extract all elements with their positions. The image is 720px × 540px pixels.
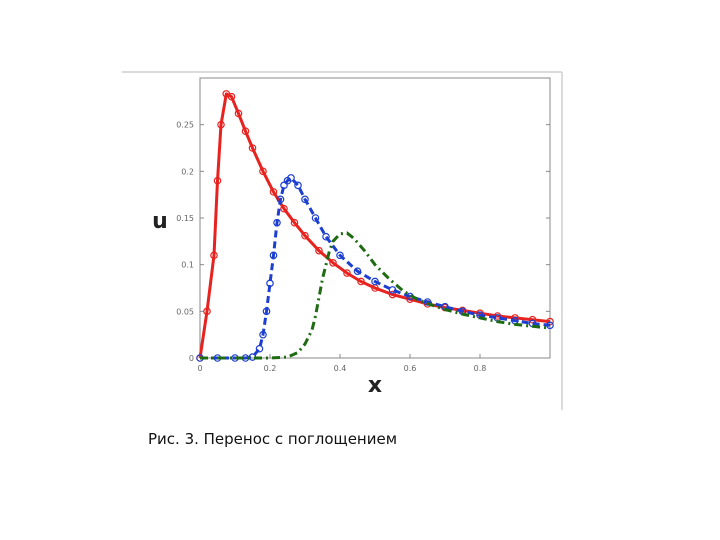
series-1-point (241, 127, 250, 136)
y-tick-label: 0.25 (176, 121, 194, 130)
y-axis-label: u (152, 209, 168, 234)
series-1-point (301, 231, 309, 240)
series-1-point (388, 290, 397, 299)
series-2-point (287, 174, 295, 182)
series-2-line (200, 176, 551, 360)
x-tick-label: 0.8 (474, 364, 487, 373)
axis-ticks: 0 0.2 0.4 0.6 0.8 0 0.05 0.1 0.15 0.2 0.25 (176, 121, 550, 373)
series-1-line (198, 92, 551, 359)
series-2-point (423, 298, 432, 306)
series-1-point (210, 251, 218, 260)
series-2-point (311, 214, 320, 222)
y-tick-label: 0.2 (181, 167, 194, 176)
series-1-point (315, 246, 323, 255)
series-1-point (280, 204, 288, 213)
series-1-point (528, 315, 537, 324)
series-1-point (203, 307, 211, 316)
series-2-point (336, 251, 344, 260)
x-tick-label: 0.4 (334, 364, 347, 373)
series-1-point (213, 176, 222, 185)
x-tick-label: 0 (197, 364, 202, 373)
series-2-point (276, 195, 285, 204)
y-tick-label: 0.15 (176, 214, 194, 223)
y-tick-label: 0.1 (181, 261, 194, 270)
series-1-point (227, 92, 236, 101)
series-1-point (217, 120, 225, 129)
series-1-point (329, 258, 337, 267)
x-tick-label: 0.6 (404, 364, 417, 373)
series-2-point (266, 279, 274, 288)
figure-caption: Рис. 3. Перенос с поглощением (148, 430, 398, 448)
series-2-point (262, 307, 271, 316)
series-1-point (357, 277, 365, 286)
series-2-point (259, 330, 267, 339)
series-1-point (290, 218, 299, 227)
series-2-point (322, 232, 330, 241)
y-tick-label: 0 (189, 354, 194, 363)
series-1-point (259, 167, 267, 176)
series-3-line (200, 231, 551, 360)
series-2-point (294, 181, 302, 190)
series-2-point (269, 251, 278, 260)
series-1-point (248, 144, 257, 152)
series-2-point (301, 195, 309, 204)
series-1-point (234, 109, 243, 118)
series-1-point (269, 188, 278, 196)
figure-frame (122, 71, 563, 410)
series-2-point (546, 321, 554, 330)
series-1-point (343, 269, 351, 277)
y-tick-label: 0.05 (176, 307, 194, 316)
series-2-point (353, 267, 362, 276)
series-2-point (388, 286, 397, 294)
x-axis-label: x (368, 373, 382, 398)
series-group (196, 90, 554, 362)
series-2-point (273, 218, 281, 227)
series-2-point (371, 277, 379, 286)
series-2-point (255, 344, 264, 353)
x-tick-label: 0.2 (264, 364, 277, 373)
